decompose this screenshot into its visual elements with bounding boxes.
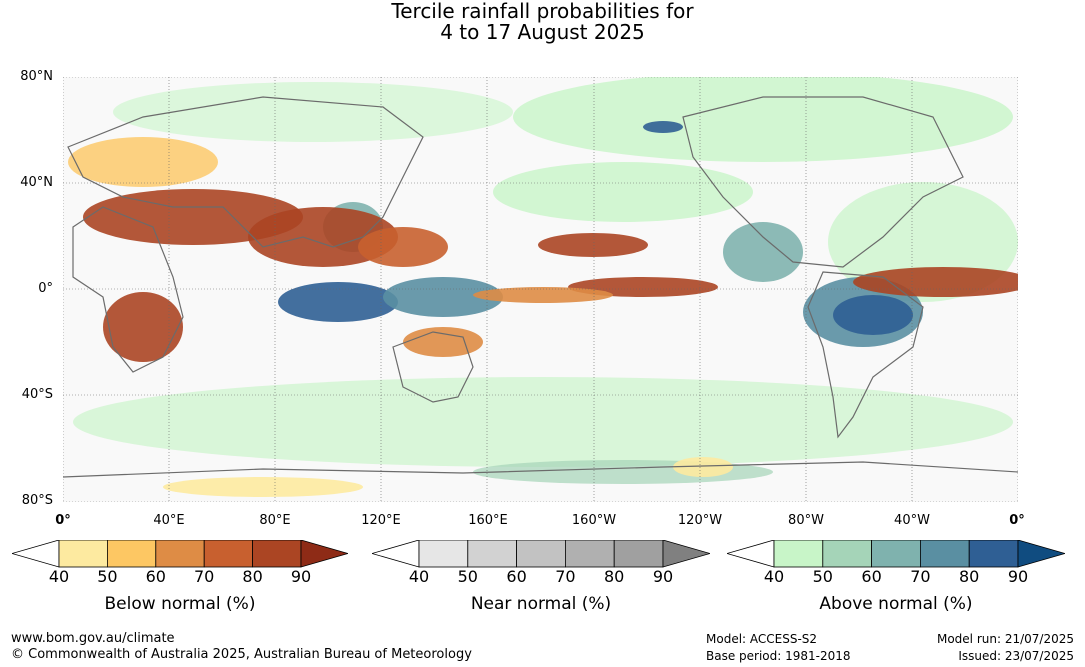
map-title-line-1: Tercile rainfall probabilities for — [391, 0, 694, 23]
footer-model-run: Model run: 21/07/2025 — [936, 632, 1074, 646]
below-normal-west-pacific — [473, 287, 613, 303]
below-normal-southern-africa — [103, 292, 183, 362]
coastlines — [63, 96, 1018, 478]
below-normal-colorbar — [12, 540, 348, 568]
footer-issued: Issued: 23/07/2025 — [958, 649, 1074, 663]
colorbar-segment — [516, 540, 566, 568]
colorbar-segment — [467, 540, 518, 568]
colorbar-upper-end — [662, 540, 710, 568]
above-normal-north-pacific — [513, 77, 1013, 162]
colorbar-segment — [564, 540, 615, 568]
above-normal-north-asia — [113, 82, 513, 142]
lon-label-40e: 40°E — [153, 513, 185, 528]
below-normal-legend-title: Below normal (%) — [104, 594, 256, 614]
colorbar-segment — [155, 540, 205, 568]
above-normal-maritime-continent — [383, 277, 503, 317]
colorbar-tick-label: 90 — [1007, 567, 1029, 586]
colorbar-segment — [107, 540, 157, 568]
colorbar-tick-label: 50 — [457, 567, 478, 586]
colorbar-segment — [968, 540, 1019, 568]
lon-label-40w: 40°W — [894, 513, 930, 528]
colorbar-tick-label: 90 — [290, 567, 312, 586]
lat-label-0: 0° — [38, 281, 53, 296]
below-normal-north-pacific-itcz — [538, 233, 648, 257]
colorbar-tick-label: 50 — [97, 567, 118, 586]
lon-label-120e: 120°E — [361, 513, 401, 528]
map-title-line-2: 4 to 17 August 2025 — [440, 20, 645, 44]
footer-copyright: © Commonwealth of Australia 2025, Austra… — [11, 647, 472, 662]
below-normal-philippines — [358, 227, 448, 267]
colorbar-tick-label: 70 — [910, 567, 931, 586]
colorbar-segment — [58, 540, 108, 568]
colorbar-upper-end — [1017, 540, 1065, 568]
below-normal-south-pacific — [673, 457, 733, 477]
colorbar-tick-label: 40 — [408, 567, 430, 586]
above-normal-southern-ocean — [73, 377, 1013, 467]
footer-model: Model: ACCESS-S2 — [706, 632, 818, 646]
above-normal-north-central-pacific — [493, 162, 753, 222]
colorbar-tick-label: 80 — [242, 567, 263, 586]
lat-label-40n: 40°N — [20, 175, 53, 190]
colorbar-tick-label: 40 — [763, 567, 785, 586]
below-normal-sahel-arabia — [83, 189, 303, 245]
colorbar-segment — [252, 540, 302, 568]
colorbar-segment — [822, 540, 873, 568]
colorbar-segment — [203, 540, 253, 568]
south-america-outline — [807, 271, 924, 439]
lon-label-80e: 80°E — [259, 513, 291, 528]
above-normal-amazon-core — [833, 295, 913, 335]
above-normal-indian-ocean — [278, 282, 398, 322]
colorbar-tick-label: 50 — [812, 567, 833, 586]
near-normal-colorbar — [372, 540, 710, 568]
antarctica-outline — [63, 461, 1018, 478]
above-normal-central-america — [723, 222, 803, 282]
colorbar-segment — [871, 540, 921, 568]
australia-outline — [392, 331, 474, 403]
colorbar-lower-end — [727, 540, 775, 568]
below-normal-southern-indian — [163, 477, 363, 497]
lat-label-80s: 80°S — [21, 493, 53, 508]
graticule — [63, 77, 1018, 502]
colorbar-tick-label: 60 — [145, 567, 166, 586]
colorbar-tick-label: 80 — [959, 567, 980, 586]
above-normal-legend-title: Above normal (%) — [819, 594, 973, 614]
below-normal-atlantic-itcz — [853, 267, 1018, 297]
colorbar-tick-label: 70 — [555, 567, 576, 586]
colorbar-tick-label: 90 — [652, 567, 674, 586]
near-normal-legend-title: Near normal (%) — [470, 594, 612, 614]
colorbar-tick-label: 70 — [194, 567, 215, 586]
rainfall-probability-map — [63, 77, 1018, 502]
colorbar-tick-label: 80 — [604, 567, 625, 586]
colorbar-segment — [613, 540, 664, 568]
colorbar-lower-end — [372, 540, 420, 568]
below-normal-europe — [68, 137, 218, 187]
below-normal-north-australia — [403, 327, 483, 357]
lat-label-80n: 80°N — [20, 69, 53, 84]
africa-outline — [72, 206, 184, 373]
eurasia-outline — [67, 96, 424, 248]
lon-label-0-east: 0° — [1009, 513, 1025, 528]
colorbar-tick-label: 40 — [48, 567, 70, 586]
lon-label-80w: 80°W — [788, 513, 824, 528]
lat-label-40s: 40°S — [21, 387, 53, 402]
probability-fields — [63, 77, 1018, 502]
colorbar-tick-label: 60 — [506, 567, 527, 586]
footer-base-period: Base period: 1981-2018 — [706, 649, 851, 663]
above-normal-bering — [643, 121, 683, 133]
colorbar-segment — [418, 540, 469, 568]
colorbar-upper-end — [300, 540, 348, 568]
lon-label-120w: 120°W — [677, 513, 723, 528]
above-normal-colorbar — [727, 540, 1065, 568]
lon-label-160e: 160°E — [468, 513, 508, 528]
lon-label-0-west: 0° — [55, 513, 71, 528]
colorbar-segment — [773, 540, 824, 568]
north-america-outline — [682, 96, 964, 268]
lon-label-160w: 160°W — [571, 513, 617, 528]
colorbar-lower-end — [12, 540, 60, 568]
footer-url: www.bom.gov.au/climate — [11, 631, 175, 646]
colorbar-tick-label: 60 — [861, 567, 882, 586]
colorbar-segment — [919, 540, 970, 568]
